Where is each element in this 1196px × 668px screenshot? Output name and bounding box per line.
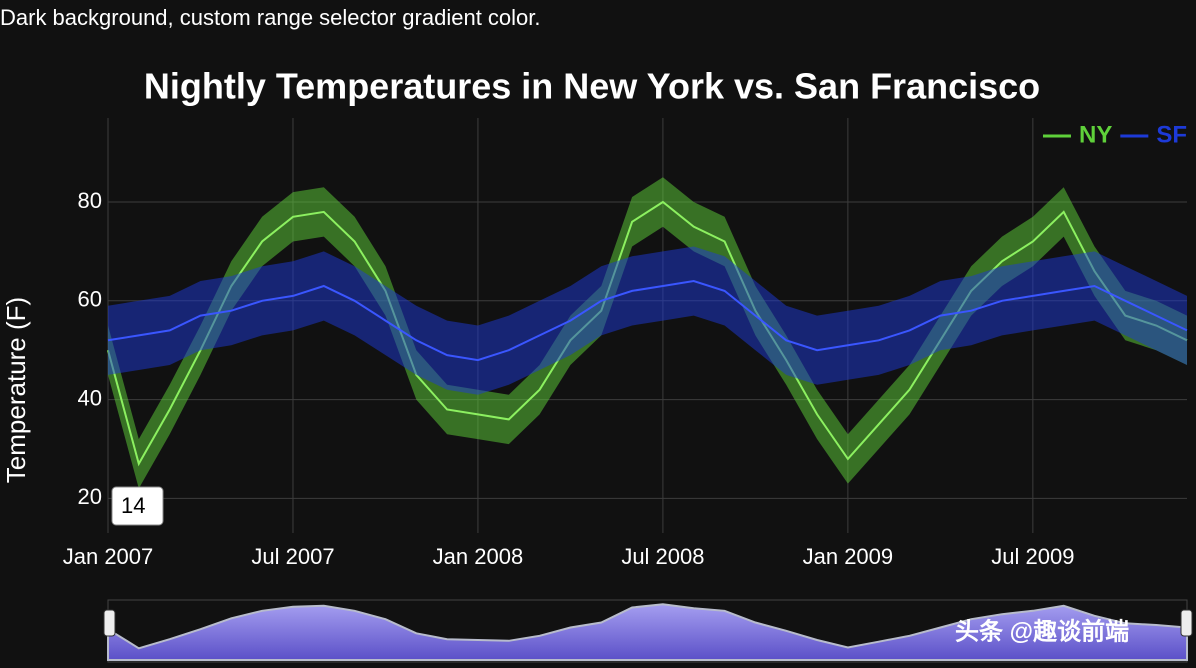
- x-tick-label: Jul 2007: [251, 544, 334, 569]
- x-tick-label: Jan 2007: [63, 544, 154, 569]
- slider-handle-right[interactable]: [1180, 609, 1193, 637]
- band: [108, 177, 1187, 489]
- line: [107, 200, 1188, 467]
- slider-area: [107, 603, 1188, 661]
- watermark: 头条 @趣谈前端: [955, 617, 1129, 645]
- x-tick-label: Jul 2008: [621, 544, 704, 569]
- chart-title: Nightly Temperatures in New York vs. San…: [144, 66, 1040, 107]
- plot-area: 20 40 60 80 Jan 2007 Jul 2007 Jan 2008 Jul 2008…: [63, 118, 1188, 569]
- y-axis-label: Temperature (F): [1, 297, 31, 483]
- x-tick-label: Jan 2008: [433, 544, 524, 569]
- x-tick-label: Jan 2009: [803, 544, 894, 569]
- y-tick-label: 80: [78, 188, 102, 213]
- legend-label: SF: [1156, 121, 1187, 148]
- x-tick-label: Jul 2009: [991, 544, 1074, 569]
- line: [107, 279, 1188, 362]
- note: Dark background, custom range selector g…: [0, 5, 541, 30]
- legend-label: NY: [1079, 121, 1112, 148]
- slider-handle-left[interactable]: [103, 609, 116, 637]
- band: [108, 246, 1187, 395]
- range-slider-plot: [107, 603, 1188, 661]
- y-tick-label: 20: [78, 484, 102, 509]
- y-tick-label: 40: [78, 385, 102, 410]
- window-input[interactable]: [111, 486, 164, 526]
- window-value[interactable]: 14: [121, 493, 145, 518]
- y-tick-label: 60: [78, 287, 102, 312]
